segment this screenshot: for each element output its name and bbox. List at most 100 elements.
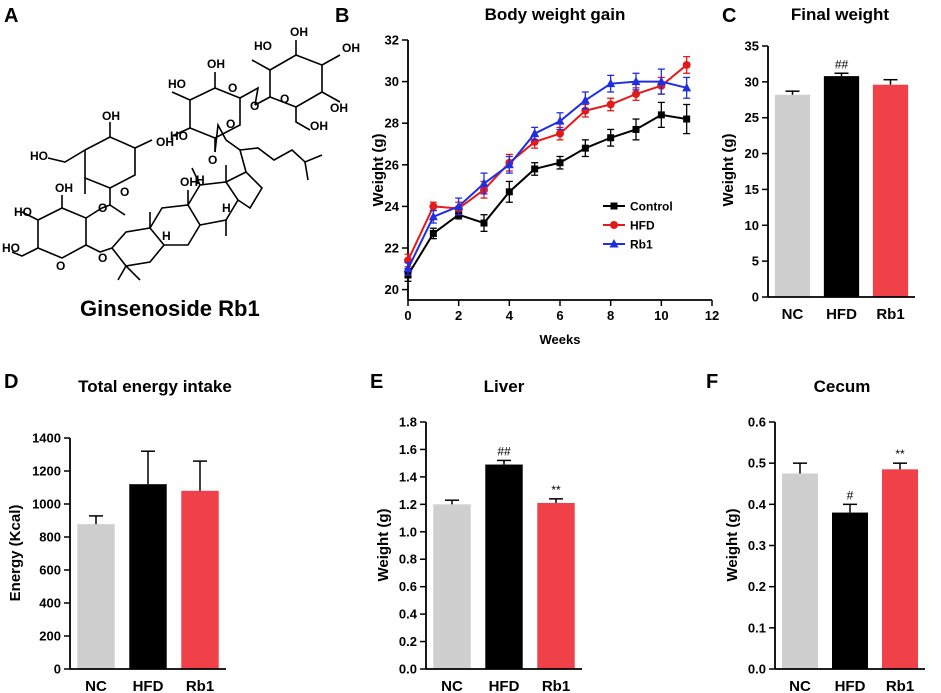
y-tick-label: 1400 <box>32 431 61 446</box>
atom-label: HO <box>254 39 272 53</box>
data-point-rb1 <box>682 82 692 92</box>
x-tick-label: 10 <box>654 308 668 323</box>
y-tick-label: 0.2 <box>399 634 417 649</box>
category-label: Rb1 <box>542 678 570 693</box>
bar-hfd <box>832 512 868 669</box>
y-tick-label: 0.6 <box>748 415 766 430</box>
data-point-hfd <box>606 100 615 109</box>
data-point-rb1 <box>555 116 565 125</box>
data-point-control <box>480 219 488 227</box>
y-tick-label: 30 <box>745 74 759 89</box>
atom-label: HO <box>2 241 20 255</box>
bar-nc <box>77 524 115 669</box>
y-tick-label: 0 <box>752 290 759 305</box>
y-axis-title: Weight (g) <box>720 133 737 206</box>
x-tick-label: 0 <box>404 308 411 323</box>
atom-label: OH <box>55 181 73 195</box>
atom-label: OH <box>290 25 308 39</box>
y-tick-label: 1.6 <box>399 442 417 457</box>
chart-final-weight: NC ## HFD Rb1 0 5 10 15 20 25 30 35 Final weight Weig… <box>720 5 915 323</box>
bar-rb1 <box>537 502 575 669</box>
significance-mark: ## <box>497 444 511 458</box>
chart-title: Final weight <box>791 5 890 24</box>
y-tick-label: 1.8 <box>399 415 417 430</box>
data-point-control <box>429 229 437 237</box>
legend-label: Rb1 <box>630 238 653 252</box>
atom-label: O <box>228 81 237 95</box>
atom-label: OH <box>180 175 198 189</box>
y-tick-label: 1000 <box>32 497 61 512</box>
y-tick-label: 0.0 <box>748 662 766 677</box>
data-point-control <box>581 144 589 152</box>
x-axis-title: Weeks <box>540 332 581 347</box>
y-tick-label: 35 <box>745 39 759 54</box>
significance-mark: ** <box>551 483 561 497</box>
category-label: NC <box>782 306 804 323</box>
bar-nc <box>782 473 818 669</box>
bar-hfd <box>485 464 523 669</box>
data-point-rb1 <box>656 76 666 86</box>
y-tick-label: 22 <box>385 241 399 256</box>
y-tick-label: 15 <box>745 182 759 197</box>
data-point-control <box>683 115 691 123</box>
y-tick-label: 200 <box>39 629 61 644</box>
data-point-control <box>607 134 615 142</box>
chart-total-energy-intake: NC HFD Rb1 0 200 400 600 800 1000 1200 1400 Total e… <box>7 377 232 693</box>
y-tick-label: 0.4 <box>399 607 418 622</box>
series-line-control <box>407 113 687 276</box>
atom-label: H <box>162 229 171 243</box>
y-tick-label: 0.6 <box>399 579 417 594</box>
panel-letter-c: C <box>722 5 736 27</box>
significance-mark: ## <box>835 57 849 71</box>
y-tick-label: 10 <box>745 218 759 233</box>
molecule-atom-labels: HO OH O OH OH OH O HO O HO OH O O OH HO … <box>2 25 360 273</box>
y-axis-title: Weight (g) <box>724 508 741 581</box>
category-label: NC <box>85 678 107 693</box>
y-axis-title: Energy (Kcal) <box>7 505 24 602</box>
panel-letter-f: F <box>706 371 718 393</box>
atom-label: OH <box>207 57 225 71</box>
y-tick-label: 0.8 <box>399 552 417 567</box>
x-tick-label: 12 <box>705 308 719 323</box>
chart-title: Total energy intake <box>78 377 232 396</box>
y-tick-label: 400 <box>39 596 61 611</box>
category-label: Rb1 <box>186 678 214 693</box>
data-point-rb1 <box>606 78 616 88</box>
chart-liver: NC ## HFD ** Rb1 0.0 0.2 0.4 0.6 0.8 1.0 1.2 1.4 1.6 1… <box>375 377 582 693</box>
y-axis-title: Weight (g) <box>375 508 392 581</box>
y-tick-label: 1200 <box>32 464 61 479</box>
legend-label: HFD <box>630 219 655 233</box>
y-tick-label: 600 <box>39 563 61 578</box>
y-tick-label: 0.0 <box>399 662 417 677</box>
atom-label: H <box>222 201 231 215</box>
chart-title: Liver <box>484 377 525 396</box>
molecule-name: Ginsenoside Rb1 <box>80 296 260 321</box>
atom-label: OH <box>310 119 328 133</box>
data-point-hfd <box>632 90 640 99</box>
atom-label: HO <box>170 129 188 143</box>
ginsenoside-rb1-structure <box>11 40 341 281</box>
panel-letter-d: D <box>4 371 18 393</box>
atom-label: HO <box>14 205 32 219</box>
data-point-control <box>657 111 665 119</box>
significance-mark: # <box>847 488 854 502</box>
y-tick-label: 800 <box>39 530 61 545</box>
y-tick-label: 24 <box>385 199 400 214</box>
y-tick-label: 28 <box>385 116 399 131</box>
panel-letter-a: A <box>4 5 18 27</box>
bar-rb1 <box>181 490 219 669</box>
atom-label: O <box>208 153 217 167</box>
atom-label: OH <box>156 135 174 149</box>
data-point-rb1 <box>504 159 514 169</box>
y-tick-label: 20 <box>745 146 759 161</box>
bar-hfd <box>823 76 860 298</box>
atom-label: O <box>280 92 289 106</box>
y-tick-label: 0.4 <box>748 497 767 512</box>
y-tick-label: 0.1 <box>748 620 766 635</box>
atom-label: O <box>120 185 129 199</box>
panel-letter-b: B <box>335 5 349 27</box>
x-tick-label: 4 <box>506 308 514 323</box>
category-label: Rb1 <box>886 678 914 693</box>
data-point-hfd <box>682 60 691 69</box>
